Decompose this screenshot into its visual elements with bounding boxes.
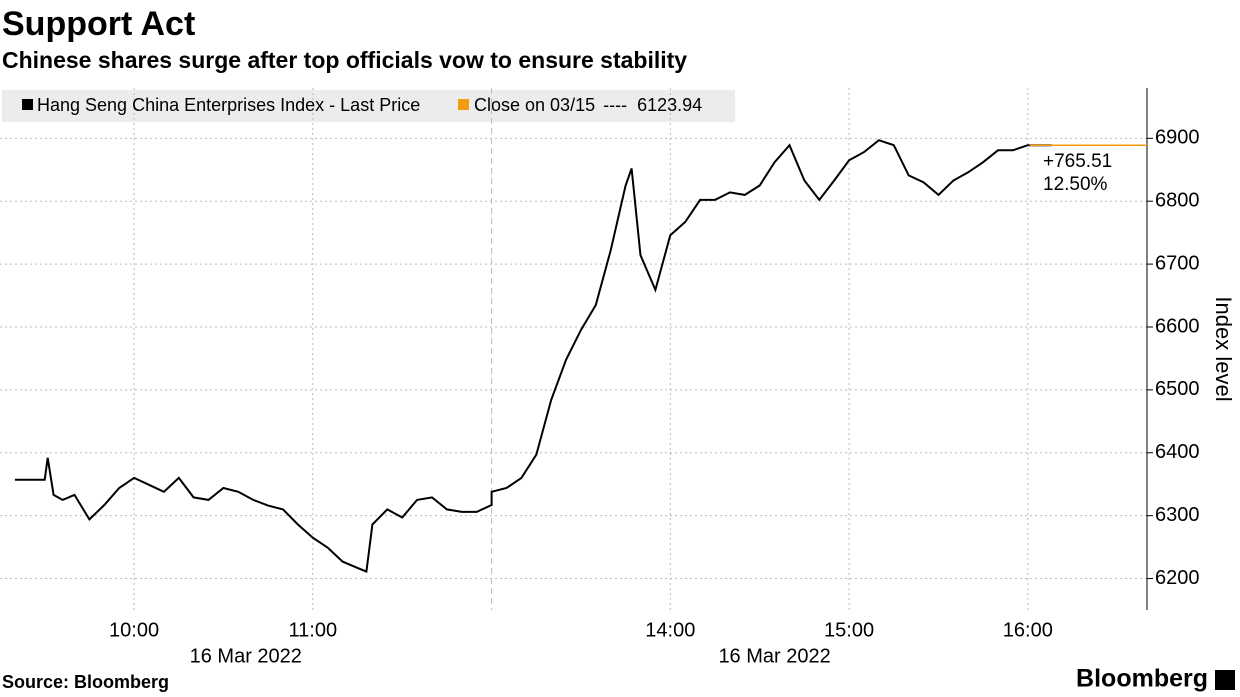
- source: Source: Bloomberg: [2, 672, 169, 692]
- legend-label: Close on 03/15: [474, 95, 595, 115]
- legend-swatch: [458, 99, 469, 110]
- price-line: [14, 139, 1052, 574]
- x-date-label: 16 Mar 2022: [718, 645, 830, 667]
- brand: Bloomberg: [1076, 665, 1208, 693]
- x-tick-label: 16:00: [1003, 619, 1053, 641]
- legend-value: 6123.94: [637, 95, 702, 115]
- legend-swatch: [22, 99, 33, 110]
- chart-subtitle: Chinese shares surge after top officials…: [2, 47, 687, 73]
- y-tick-label: 6200: [1155, 567, 1200, 589]
- y-tick-label: 6300: [1155, 504, 1200, 526]
- change-pct-label: 12.50%: [1043, 174, 1108, 195]
- brand-icon: [1215, 670, 1235, 690]
- chart-title: Support Act: [2, 5, 195, 43]
- x-tick-label: 14:00: [645, 619, 695, 641]
- x-tick-label: 11:00: [289, 619, 338, 641]
- y-axis-label: Index level: [1211, 296, 1236, 401]
- y-tick-label: 6700: [1155, 252, 1200, 274]
- y-tick-label: 6600: [1155, 315, 1200, 337]
- y-tick-label: 6400: [1155, 441, 1200, 463]
- legend-label: Hang Seng China Enterprises Index - Last…: [37, 95, 420, 115]
- legend-box: [2, 90, 735, 122]
- x-date-label: 16 Mar 2022: [190, 645, 302, 667]
- x-tick-label: 15:00: [824, 619, 874, 641]
- y-tick-label: 6900: [1155, 127, 1200, 149]
- y-tick-label: 6800: [1155, 189, 1200, 211]
- legend-separator: ----: [603, 95, 627, 115]
- change-label: +765.51: [1043, 151, 1112, 172]
- x-tick-label: 10:00: [109, 619, 159, 641]
- y-tick-label: 6500: [1155, 378, 1200, 400]
